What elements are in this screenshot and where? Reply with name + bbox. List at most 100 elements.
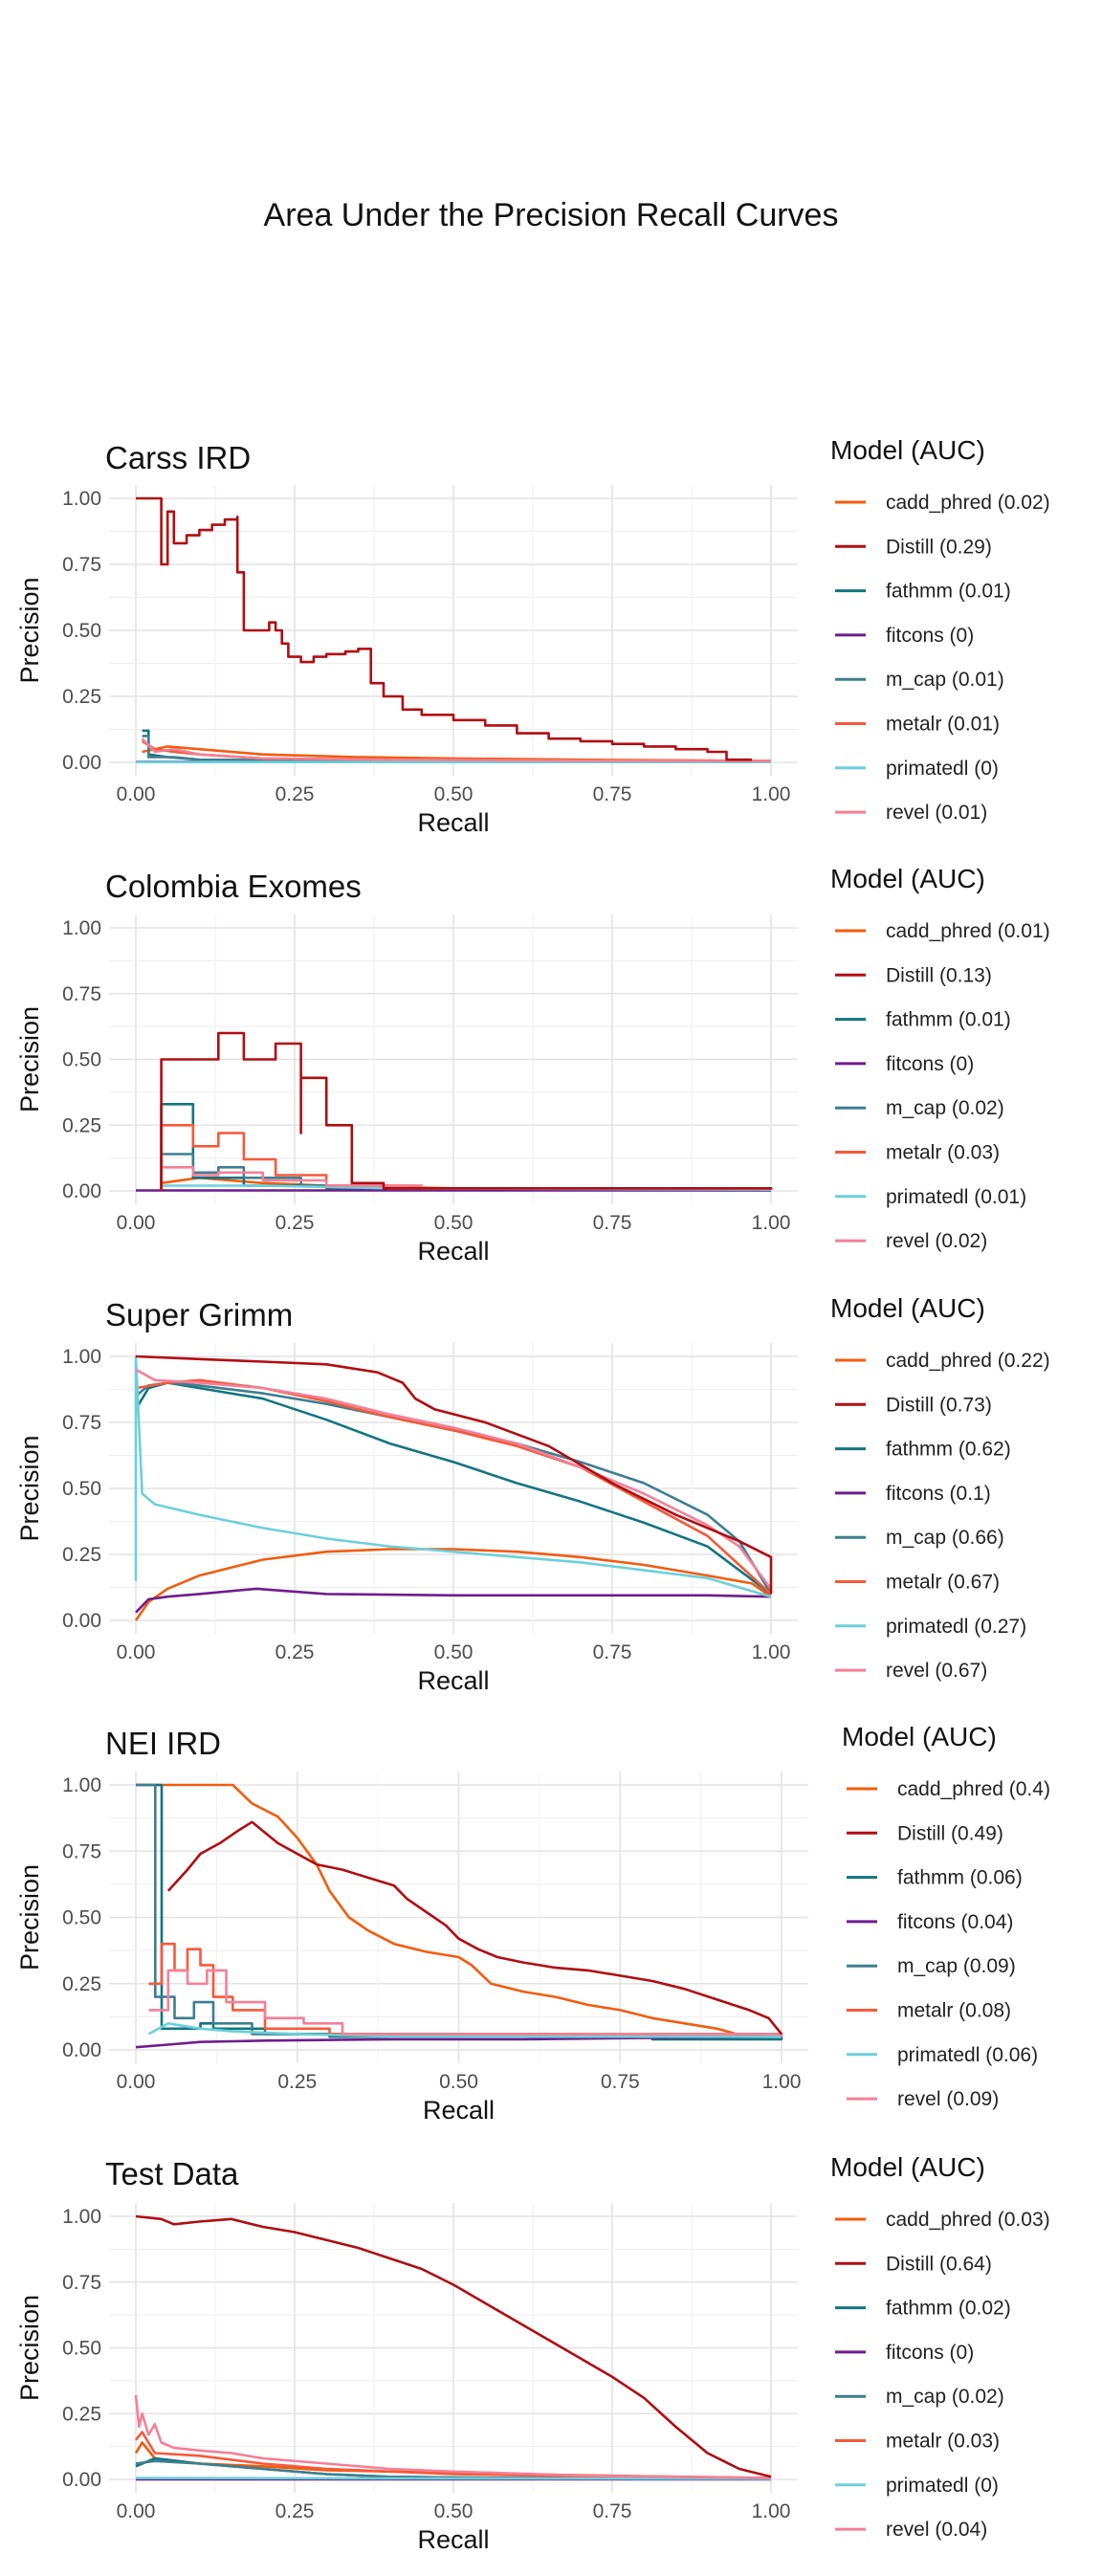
y-axis-label: Precision [15,1006,44,1112]
legend-label-cadd-phred: cadd_phred (0.01) [886,920,1050,942]
x-tick-label: 0.00 [117,2500,156,2522]
panel-title: Super Grimm [105,1297,293,1332]
y-tick-label: 0.25 [62,2403,101,2425]
y-tick-label: 0.75 [62,554,101,576]
y-tick-label: 0.25 [62,1544,101,1566]
legend: Model (AUC) cadd_phred (0.03) Distill (0.6… [830,2152,1050,2541]
series-line-fitcons [135,2035,782,2049]
legend-label-fathmm: fathmm (0.02) [886,2298,1011,2320]
x-tick-label: 0.00 [117,2071,156,2093]
series-line-Distill [136,496,753,761]
series-line-Distill [160,1031,773,1191]
x-axis-label: Recall [423,2096,495,2125]
x-tick-label: 0.25 [276,1641,315,1663]
y-axis-label: Precision [15,2295,44,2401]
series-line-primatedl [135,2477,772,2480]
legend-label-metalr: metalr (0.01) [886,714,1000,736]
series-line-primatedl [147,2022,782,2038]
legend-label-fathmm: fathmm (0.01) [886,1009,1011,1031]
x-tick-label: 1.00 [752,1641,791,1663]
legend-label-m-cap: m_cap (0.02) [886,1097,1004,1119]
series-line-metalr [148,1942,783,2037]
legend-label-revel: revel (0.09) [897,2088,999,2110]
y-tick-label: 1.00 [62,1346,101,1368]
y-tick-label: 0.75 [62,1840,101,1862]
x-tick-label: 0.25 [276,2500,315,2522]
y-tick-label: 1.00 [62,488,101,510]
y-tick-label: 0.75 [62,983,101,1005]
series-line-Distill [135,1354,773,1595]
legend: Model (AUC) cadd_phred (0.02) Distill (0.2… [830,435,1050,824]
x-tick-label: 1.00 [762,2071,802,2093]
legend-label-m-cap: m_cap (0.66) [886,1527,1004,1549]
x-axis-label: Recall [417,808,489,837]
series-line-revel [134,2394,772,2479]
y-tick-label: 0.50 [62,2338,101,2360]
x-tick-label: 1.00 [752,1212,791,1234]
x-tick-label: 0.50 [434,783,474,805]
legend-label-metalr: metalr (0.03) [886,2431,1000,2453]
x-tick-label: 0.00 [117,1212,156,1234]
panel-title: NEI IRD [105,1726,221,1761]
legend-label-primatedl: primatedl (0) [886,758,999,780]
legend-label-Distill: Distill (0.13) [886,964,992,986]
legend-label-fathmm: fathmm (0.62) [886,1439,1011,1461]
x-tick-label: 0.25 [276,1212,315,1234]
y-tick-label: 0.25 [62,1973,101,1995]
legend-label-fathmm: fathmm (0.01) [886,581,1011,603]
x-tick-label: 1.00 [752,783,791,805]
series-line-Distill [135,2214,772,2478]
series-lines [136,496,772,763]
legend: Model (AUC) cadd_phred (0.22) Distill (0.7… [830,1293,1050,1682]
legend-label-fitcons: fitcons (0) [886,625,974,647]
series-line-revel [141,738,772,762]
y-tick-label: 0.00 [62,1180,101,1202]
legend-label-revel: revel (0.01) [886,802,987,824]
legend-label-cadd-phred: cadd_phred (0.22) [886,1350,1050,1372]
legend-title: Model (AUC) [830,2152,985,2182]
x-tick-label: 0.50 [439,2071,478,2093]
series-line-cadd-phred [136,1783,782,2038]
series-line-metalr [135,1378,772,1596]
y-tick-label: 1.00 [62,917,101,939]
x-tick-label: 0.75 [593,1641,632,1663]
legend: Model (AUC) cadd_phred (0.01) Distill (0.1… [830,864,1050,1252]
legend-label-fitcons: fitcons (0) [886,1053,974,1075]
x-tick-label: 0.50 [434,1212,474,1234]
x-axis-label: Recall [417,2525,489,2554]
series-lines [134,1354,773,1621]
y-tick-label: 0.50 [62,1478,101,1500]
legend-label-primatedl: primatedl (0.27) [886,1616,1026,1638]
x-tick-label: 0.75 [593,2500,632,2522]
y-tick-label: 1.00 [62,1774,101,1796]
y-tick-label: 0.75 [62,1412,101,1434]
legend-label-primatedl: primatedl (0.06) [897,2044,1038,2066]
legend-label-Distill: Distill (0.29) [886,536,992,558]
legend-label-m-cap: m_cap (0.02) [886,2386,1004,2408]
x-tick-label: 0.00 [117,1641,156,1663]
legend-label-primatedl: primatedl (0) [886,2475,999,2497]
legend-title: Model (AUC) [830,864,985,893]
legend-label-m-cap: m_cap (0.09) [897,1955,1016,1977]
panel-title: Carss IRD [105,440,251,475]
y-tick-label: 0.50 [62,620,101,642]
series-line-metalr [134,2431,772,2479]
series-lines [134,2214,772,2481]
x-tick-label: 1.00 [752,2500,791,2522]
series-lines [136,1031,773,1192]
y-tick-label: 1.00 [62,2206,101,2228]
x-tick-label: 0.75 [593,1212,632,1234]
chart-panel: 0.00 0.25 0.50 0.75 1.00 0.00 0.25 0.50 0.75 1.00… [15,1293,1050,1695]
legend-label-revel: revel (0.04) [886,2519,987,2541]
x-tick-label: 0.75 [601,2071,640,2093]
series-line-revel [135,1368,773,1590]
legend-label-Distill: Distill (0.73) [886,1394,992,1416]
series-line-primatedl [134,1354,772,1598]
gridlines [109,914,798,1204]
gridlines [109,485,798,776]
legend-label-fitcons: fitcons (0.1) [886,1483,991,1505]
legend-label-metalr: metalr (0.08) [897,2000,1011,2022]
y-axis-label: Precision [15,577,44,683]
y-tick-label: 0.00 [62,1610,101,1632]
y-tick-label: 0.50 [62,1049,101,1071]
